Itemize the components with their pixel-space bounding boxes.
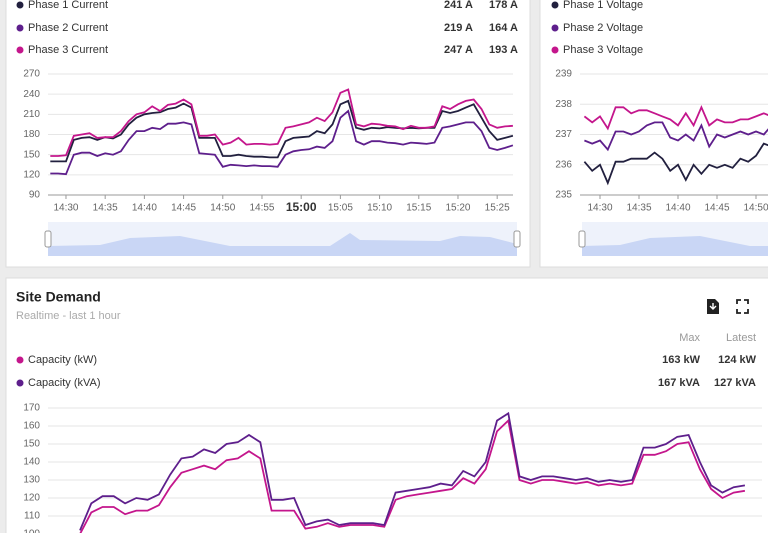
series-line [584,121,768,152]
x-tick-label: 14:30 [53,203,78,214]
series-line [50,88,513,157]
stat-header: Max [679,332,700,344]
x-tick-label: 15:05 [328,203,353,214]
y-tick-label: 238 [555,99,572,110]
panel-subtitle: Realtime - last 1 hour [16,310,121,322]
stat-header: Latest [726,332,756,344]
legend-stat: 124 kW [718,354,757,366]
y-tick-label: 239 [555,69,572,80]
legend-marker [16,1,24,9]
legend-marker [551,46,559,54]
legend-stat: 163 kW [662,354,701,366]
legend-marker [551,24,559,32]
y-tick-label: 100 [23,529,40,533]
legend-label: Capacity (kVA) [28,377,101,389]
y-tick-label: 270 [23,69,40,80]
y-tick-label: 160 [23,421,40,432]
x-tick-label: 15:10 [367,203,392,214]
legend-stat: 178 A [489,0,518,11]
panel-title: Site Demand [16,289,101,305]
y-tick-label: 130 [23,475,40,486]
y-tick-label: 140 [23,457,40,468]
y-tick-label: 90 [29,190,41,201]
y-tick-label: 236 [555,159,572,170]
navigator[interactable] [44,222,521,256]
series-line [50,109,514,176]
legend-marker [16,24,24,32]
navigator-area [582,236,768,256]
legend-marker [16,46,24,54]
x-tick-label: 14:40 [132,203,157,214]
legend-label: Phase 2 Voltage [563,22,643,34]
navigator-handle[interactable] [44,230,52,248]
y-tick-label: 240 [23,89,40,100]
y-tick-label: 150 [23,149,40,160]
x-tick-label: 14:50 [210,203,235,214]
series-line [79,418,746,533]
x-tick-label: 14:40 [665,203,690,214]
x-tick-label: 14:30 [587,203,612,214]
y-tick-label: 150 [23,439,40,450]
series-line [79,411,746,531]
y-tick-label: 170 [23,403,40,414]
legend-label: Phase 3 Voltage [563,44,643,56]
series-line [583,142,768,186]
legend-marker [551,1,559,9]
x-tick-label: 14:45 [704,203,729,214]
x-tick-label: 14:50 [743,203,768,214]
legend-label: Phase 1 Voltage [563,0,643,11]
legend-marker [16,379,24,387]
x-tick-label: 14:45 [171,203,196,214]
y-tick-label: 237 [555,129,572,140]
legend-stat: 247 A [444,44,473,56]
y-tick-label: 120 [23,169,40,180]
legend-label: Phase 3 Current [28,44,108,56]
panel [5,277,768,533]
download-icon[interactable] [707,299,719,314]
x-tick-label: 14:35 [93,203,118,214]
fullscreen-icon[interactable] [736,299,749,314]
x-tick-label: 15:15 [406,203,431,214]
y-tick-label: 120 [23,493,40,504]
legend-stat: 167 kVA [658,377,700,389]
y-tick-label: 210 [23,109,40,120]
legend-marker [16,356,24,364]
y-tick-label: 110 [24,511,40,522]
legend-stat: 241 A [444,0,473,11]
navigator-area [48,233,517,256]
legend-stat: 219 A [444,22,473,34]
series-line [583,105,768,131]
navigator[interactable] [578,222,768,256]
x-tick-label: 15:20 [445,203,470,214]
navigator-handle[interactable] [513,230,521,248]
legend-label: Capacity (kW) [28,354,97,366]
legend-stat: 193 A [489,44,518,56]
x-tick-label: 14:55 [249,203,274,214]
legend-label: Phase 1 Current [28,0,108,11]
y-tick-label: 180 [23,129,40,140]
x-tick-label: 15:25 [485,203,510,214]
legend-label: Phase 2 Current [28,22,108,34]
legend-stat: 127 kVA [714,377,756,389]
x-tick-label: 14:35 [626,203,651,214]
legend-stat: 164 A [489,22,518,34]
y-tick-label: 235 [555,190,572,201]
x-tick-label: 15:00 [286,200,317,214]
navigator-handle[interactable] [578,230,586,248]
